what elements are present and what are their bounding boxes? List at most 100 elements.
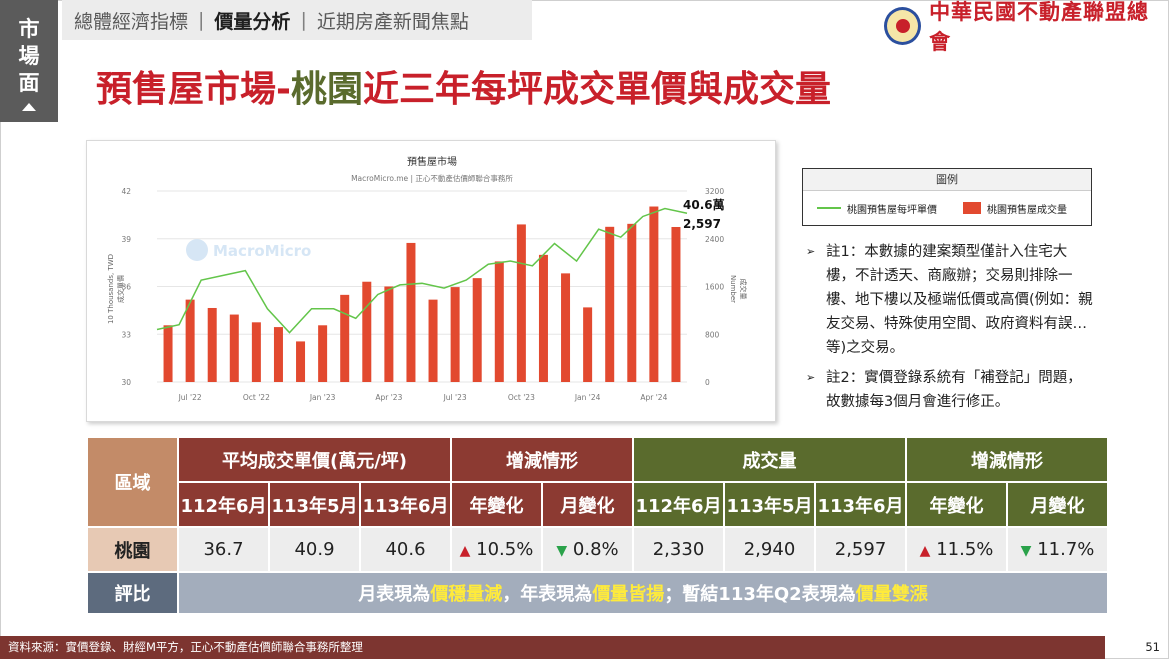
volume-cell: 2,940 [723,526,816,573]
x-tick-label: Jan '23 [309,393,336,402]
right-axis-label: Number [729,275,737,303]
price-line [156,207,688,334]
source-footer: 資料來源：實價登錄、財經M平方，正心不動產估價師聯合事務所整理 [0,636,1105,659]
left-tick-label: 42 [121,187,131,196]
watermark-text: MacroMicro [213,242,311,260]
right-tick-label: 2400 [705,235,724,244]
side-tab-char: 市 [18,17,40,41]
volume-bar [384,286,394,382]
summary-table: 區域 平均成交單價(萬元/坪) 增減情形 成交量 增減情形 112年6月 113… [86,436,1110,615]
right-tick-label: 1600 [705,283,724,292]
price-change-header: 增減情形 [450,436,634,483]
chart-subtitle: MacroMicro.me | 正心不動產估價師聯合事務所 [351,173,513,183]
change-header: 年變化 [905,481,1009,528]
change-header: 年變化 [450,481,543,528]
last-volume-label: 2,597 [683,217,721,231]
x-tick-label: Jan '24 [574,393,601,402]
volume-bar [450,287,460,382]
right-tick-label: 3200 [705,187,724,196]
period-header: 113年6月 [813,481,908,528]
organization-logo: 中華民國不動產聯盟總會 [884,0,1164,54]
legend-bar-label: 桃園預售屋成交量 [987,204,1067,216]
volume-change-header: 增減情形 [905,436,1110,483]
legend-title: 圖例 [803,169,1091,191]
volume-bar [340,294,350,382]
right-axis-sublabel: 成交量 [739,279,748,300]
volume-bar [671,226,681,382]
volume-bar [516,224,526,382]
x-tick-label: Oct '22 [243,393,270,402]
price-mom-value: 0.8% [572,539,619,560]
volume-mom-value: 11.7% [1037,539,1095,560]
comment-highlight: 價穩量減 [430,584,503,605]
combo-chart: 預售屋市場 MacroMicro.me | 正心不動產估價師聯合事務所 Macr… [107,155,748,402]
period-header: 112年6月 [632,481,725,528]
up-triangle-icon: ▲ [919,543,931,559]
price-cell: 40.9 [268,526,361,573]
left-tick-label: 36 [121,283,131,292]
x-tick-label: Jul '22 [178,393,202,402]
comment-segment: ，年表現為 [502,584,593,605]
side-tab-char: 面 [18,71,40,95]
volume-bar [605,226,615,382]
price-cell: 40.6 [359,526,452,573]
nav-item-price-volume[interactable]: 價量分析 [214,10,291,33]
chart-container: 預售屋市場 MacroMicro.me | 正心不動產估價師聯合事務所 Macr… [86,140,776,422]
note-item: ➢ 註2：實價登錄系統有「補登記」問題，故數據每3個月會進行修正。 [806,366,1096,414]
comment-highlight: 價量皆揚 [592,584,665,605]
volume-bar [207,307,217,382]
comment-segment: 月表現為 [358,584,431,605]
comment-row: 評比 月表現為價穩量減，年表現為價量皆揚；暫結113年Q2表現為價量雙漲 [86,571,1110,615]
page-title-part: 近三年每坪成交單價與成交量 [362,69,831,110]
price-header: 平均成交單價(萬元/坪) [177,436,452,483]
page-title-part: 預售屋市場- [96,69,291,110]
nav-item-macro[interactable]: 總體經濟指標 [74,10,189,33]
change-header: 月變化 [1006,481,1110,528]
x-tick-label: Oct '23 [508,393,535,402]
volume-yoy-cell: ▲ 11.5% [905,526,1009,573]
volume-bar [561,273,571,382]
x-tick-label: Jul '23 [443,393,467,402]
volume-bar [362,281,372,382]
right-tick-label: 0 [705,378,710,387]
volume-bar [472,278,482,382]
price-yoy-value: 10.5% [476,539,534,560]
x-tick-label: Apr '24 [640,393,667,402]
volume-bar [296,341,306,382]
nav-item-news[interactable]: 近期房產新聞焦點 [316,10,469,33]
volume-bar [273,327,283,382]
right-tick-label: 800 [705,330,720,339]
volume-bar [428,299,438,382]
last-price-label: 40.6萬 [683,197,725,212]
price-mom-cell: ▼ 0.8% [541,526,634,573]
legend-line-label: 桃園預售屋每坪單價 [847,204,937,216]
chart-title: 預售屋市場 [407,155,457,168]
comment-highlight: 價量雙漲 [855,584,928,605]
arrow-bullet-icon: ➢ [806,245,816,258]
nav-separator: | [198,9,205,31]
volume-bar [163,325,173,382]
left-tick-label: 39 [121,235,131,244]
arrow-bullet-icon: ➢ [806,371,816,384]
period-header: 113年5月 [268,481,361,528]
chart-legend: 圖例 桃園預售屋每坪單價 桃園預售屋成交量 [802,168,1092,226]
notes-section: ➢ 註1：本數據的建案類型僅計入住宅大樓，不計透天、商廠辦；交易則排除一樓、地下… [806,240,1096,420]
page-title-region: 桃園 [290,69,363,110]
left-axis-sublabel: 成交單價 [116,275,125,303]
up-triangle-icon: ▲ [459,543,471,559]
period-header: 112年6月 [177,481,270,528]
top-nav: 總體經濟指標 | 價量分析 | 近期房產新聞焦點 [62,0,532,40]
region-cell: 桃園 [86,526,179,573]
comment-text: 月表現為價穩量減，年表現為價量皆揚；暫結113年Q2表現為價量雙漲 [176,571,1110,615]
volume-yoy-value: 11.5% [936,539,994,560]
page-title: 預售屋市場-桃園近三年每坪成交單價與成交量 [96,60,831,112]
left-tick-label: 30 [121,378,131,387]
left-tick-label: 33 [121,330,131,339]
change-header: 月變化 [541,481,634,528]
volume-bar [185,299,195,382]
volume-bar [494,261,504,382]
table-row: 桃園 36.7 40.9 40.6 ▲ 10.5% ▼ 0.8% 2,330 2… [86,526,1110,573]
volume-cell: 2,597 [813,526,908,573]
x-tick-label: Apr '23 [375,393,402,402]
volume-bar [627,223,637,382]
